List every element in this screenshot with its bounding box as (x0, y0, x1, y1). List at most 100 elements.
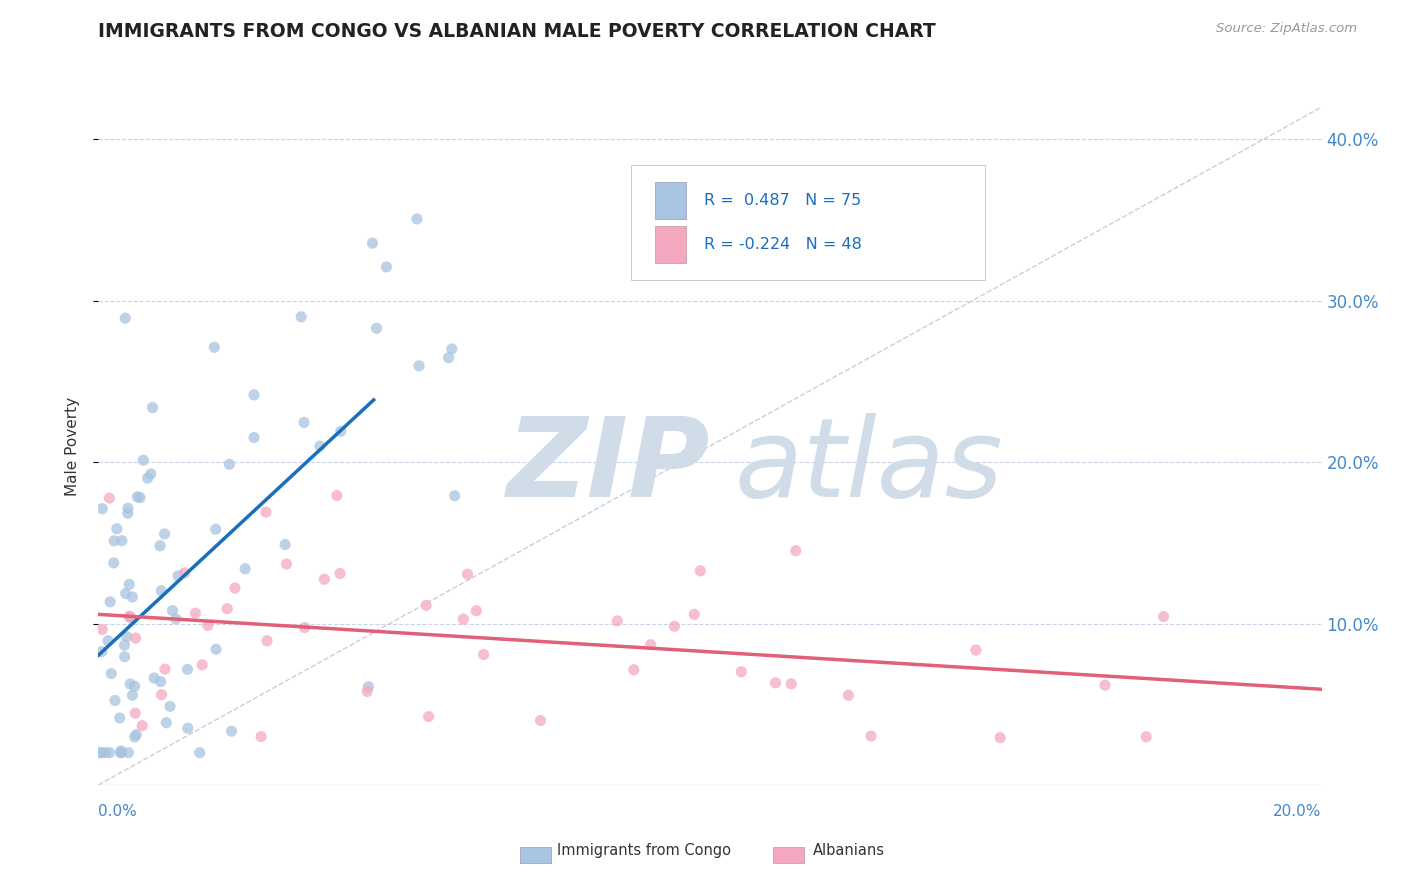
Point (418, 709, 440, 723)
Point (250, 730, 273, 744)
Point (294, 620, 316, 634)
Point (150, 583, 173, 598)
Point (114, 649, 136, 664)
Point (221, 724, 243, 739)
Point (150, 688, 173, 702)
Point (153, 662, 176, 676)
Point (191, 657, 214, 672)
Point (149, 674, 172, 689)
Point (129, 491, 152, 505)
Point (90, 644, 112, 658)
Point (408, 359, 430, 373)
Point (120, 611, 142, 625)
Point (188, 746, 211, 760)
Point (290, 310, 312, 324)
Text: Albanians: Albanians (813, 843, 884, 857)
Point (314, 572, 336, 586)
Point (125, 727, 148, 741)
Point (329, 566, 352, 581)
Text: Immigrants from Congo: Immigrants from Congo (557, 843, 731, 857)
Point (965, 643, 987, 657)
Point (98, 491, 121, 505)
Point (105, 522, 128, 536)
Point (114, 638, 136, 652)
Point (110, 746, 132, 760)
Point (309, 439, 332, 453)
Point (472, 648, 495, 662)
Point (1153, 609, 1175, 624)
Point (184, 606, 207, 620)
Point (730, 665, 752, 679)
Point (243, 388, 266, 402)
Point (443, 489, 465, 503)
Point (121, 688, 143, 702)
Point (89, 746, 111, 760)
Text: Source: ZipAtlas.com: Source: ZipAtlas.com (1216, 22, 1357, 36)
Point (357, 680, 380, 694)
Point (98, 746, 121, 760)
Point (204, 522, 226, 536)
Point (111, 533, 134, 548)
Point (117, 506, 139, 520)
Point (153, 527, 176, 541)
Point (118, 577, 141, 591)
Point (100, 666, 122, 681)
Point (326, 488, 349, 502)
Point (988, 731, 1011, 745)
Point (256, 633, 278, 648)
Point (131, 719, 153, 733)
Point (640, 638, 662, 652)
FancyBboxPatch shape (655, 226, 686, 263)
Point (274, 537, 297, 551)
Point (276, 557, 298, 571)
Point (361, 236, 384, 251)
Text: R = -0.224   N = 48: R = -0.224 N = 48 (704, 236, 862, 252)
FancyBboxPatch shape (655, 182, 686, 219)
Point (529, 714, 551, 728)
Point (217, 601, 239, 615)
Point (114, 586, 136, 600)
Text: ZIP: ZIP (506, 413, 710, 520)
Point (254, 505, 277, 519)
Point (115, 630, 138, 644)
Point (155, 715, 177, 730)
Point (91, 501, 114, 516)
Point (689, 564, 711, 578)
Point (114, 311, 136, 326)
Point (167, 569, 190, 583)
Point (136, 471, 159, 485)
Point (292, 416, 315, 430)
Point (218, 457, 240, 471)
Point (124, 679, 146, 693)
Point (139, 467, 162, 481)
Point (1094, 678, 1116, 692)
Point (94, 746, 117, 760)
Point (406, 212, 429, 227)
Text: R =  0.487   N = 75: R = 0.487 N = 75 (704, 193, 860, 208)
Point (683, 607, 706, 622)
Point (785, 543, 807, 558)
Point (664, 619, 686, 633)
Point (366, 321, 388, 335)
Point (162, 604, 184, 618)
Point (765, 675, 787, 690)
Point (132, 453, 155, 467)
Point (224, 581, 246, 595)
Point (118, 609, 141, 624)
Point (108, 711, 131, 725)
Point (98, 595, 121, 609)
Point (202, 340, 225, 354)
Point (124, 706, 146, 720)
Point (205, 642, 228, 657)
Point (117, 501, 139, 516)
Point (233, 562, 256, 576)
Point (329, 424, 352, 438)
Point (1135, 730, 1157, 744)
Point (375, 260, 398, 274)
Point (356, 684, 378, 698)
Point (127, 490, 149, 504)
Point (117, 746, 139, 760)
Point (124, 730, 146, 744)
Point (124, 631, 146, 645)
Text: 20.0%: 20.0% (1274, 805, 1322, 819)
